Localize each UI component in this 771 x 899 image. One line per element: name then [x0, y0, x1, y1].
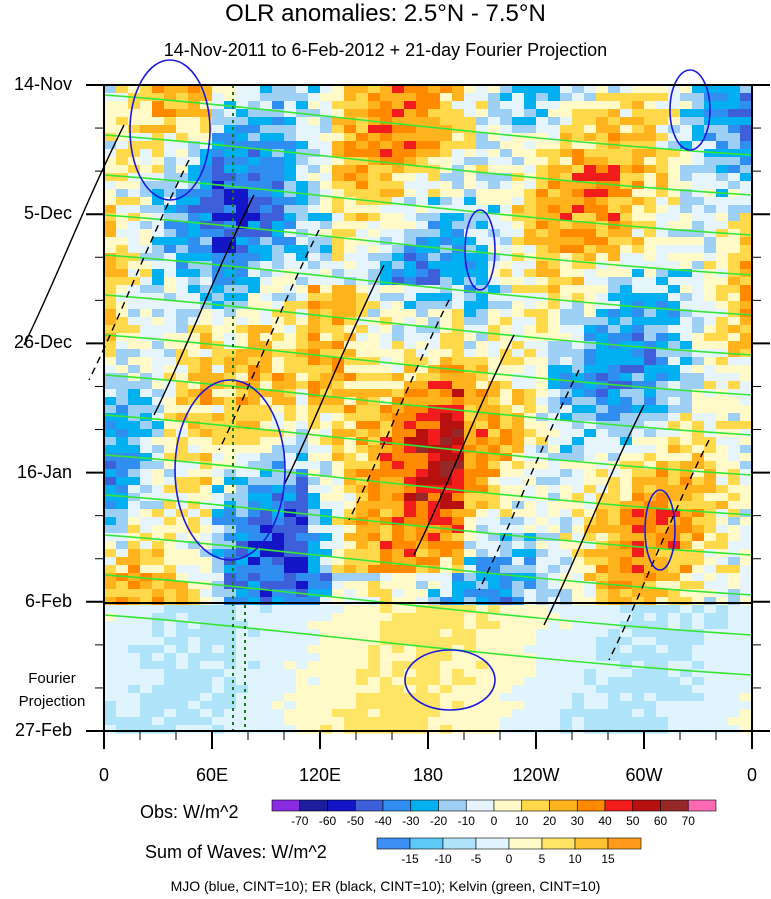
obs-colorbar-swatch	[354, 799, 384, 812]
waves-colorbar-tick: 15	[601, 852, 615, 866]
x-tick-label: 180	[412, 765, 444, 785]
y-tick-label: 16-Jan	[16, 461, 72, 482]
obs-colorbar-swatch	[687, 799, 717, 812]
obs-colorbar-swatch	[410, 799, 439, 812]
waves-colorbar-tick: -10	[434, 852, 452, 866]
obs-colorbar-swatch	[299, 799, 328, 812]
waves-colorbar-tick: -5	[470, 852, 482, 866]
waves-colorbar-swatch	[607, 837, 642, 850]
kelvin-contour	[103, 374, 753, 436]
x-tick-label: 60W	[625, 765, 663, 785]
y-tick-label: 5-Dec	[23, 203, 72, 224]
er-contour	[283, 264, 385, 486]
obs-colorbar-swatch	[327, 799, 356, 812]
obs-colorbar-swatch	[576, 799, 606, 812]
mjo-contour	[174, 379, 286, 561]
er-contour	[23, 124, 125, 346]
obs-colorbar-tick: -60	[318, 814, 337, 828]
obs-colorbar-label: Obs: W/m^2	[140, 802, 239, 822]
kelvin-contour	[103, 134, 753, 196]
x-tick-label: 0	[746, 765, 757, 785]
y-tick-label: 6-Feb	[24, 590, 72, 611]
waves-colorbar-swatch	[508, 837, 543, 850]
waves-colorbar-swatch	[541, 837, 576, 850]
contour-legend-footer: MJO (blue, CINT=10); ER (black, CINT=10)…	[170, 878, 601, 894]
obs-colorbar-tick: 40	[598, 814, 612, 828]
mjo-contour	[669, 69, 711, 151]
chart-subtitle: 14-Nov-2011 to 6-Feb-2012 + 21-day Fouri…	[163, 40, 608, 60]
obs-colorbar-swatch	[465, 799, 495, 812]
obs-colorbar-swatch	[271, 799, 301, 812]
obs-colorbar-swatch	[382, 799, 412, 812]
wave-contours	[23, 59, 753, 731]
mjo-contour	[129, 59, 211, 201]
mjo-contour	[464, 209, 496, 291]
kelvin-contour	[103, 614, 753, 676]
waves-colorbar-swatch	[442, 837, 477, 850]
kelvin-contour	[103, 94, 753, 156]
waves-colorbar-tick: 5	[538, 852, 546, 866]
obs-colorbar-tick: 70	[681, 814, 695, 828]
obs-colorbar-tick: -50	[346, 814, 364, 828]
mjo-contour	[404, 649, 496, 711]
er-contour	[153, 194, 255, 416]
x-tick-label: 120E	[298, 765, 342, 785]
obs-colorbar-swatch	[604, 799, 634, 812]
obs-colorbar-swatch	[493, 799, 523, 812]
kelvin-contour	[103, 534, 753, 596]
obs-colorbar-swatch	[521, 799, 550, 812]
kelvin-contour	[103, 334, 753, 396]
waves-colorbar-tick: 0	[505, 852, 513, 866]
obs-colorbar-tick: 20	[542, 814, 557, 828]
obs-colorbar-tick: 0	[490, 814, 498, 828]
kelvin-contour	[103, 174, 753, 236]
obs-colorbar-swatch	[549, 799, 578, 812]
y-tick-label: 27-Feb	[14, 720, 72, 740]
waves-colorbar-swatch	[475, 837, 510, 850]
kelvin-contour	[103, 254, 753, 316]
obs-colorbar-tick: -40	[374, 814, 392, 828]
obs-colorbar-tick: 60	[653, 814, 668, 828]
kelvin-contour	[103, 294, 753, 356]
waves-colorbar-label: Sum of Waves: W/m^2	[145, 842, 327, 862]
obs-colorbar-tick: 30	[570, 814, 584, 828]
er-contour	[543, 404, 645, 626]
y-tick-label: 14-Nov	[13, 74, 72, 94]
obs-colorbar-tick: -10	[457, 814, 475, 828]
kelvin-contour	[103, 214, 753, 276]
waves-colorbar-swatch	[409, 837, 444, 850]
olr-heatmap	[104, 85, 753, 734]
fourier-projection-label: Fourier Projection	[18, 670, 86, 710]
obs-colorbar-tick: -20	[429, 814, 448, 828]
obs-colorbar-swatch	[438, 799, 467, 812]
waves-colorbar-swatch	[574, 837, 609, 850]
obs-colorbar-swatch	[660, 799, 689, 812]
obs-colorbar-tick: 50	[626, 814, 640, 828]
obs-colorbar-tick: 10	[515, 814, 529, 828]
kelvin-contour	[103, 414, 753, 476]
y-tick-label: 26-Dec	[13, 332, 72, 353]
er-contour	[413, 334, 515, 556]
waves-colorbar-tick: 10	[568, 852, 582, 866]
mjo-contour	[644, 489, 676, 571]
chart-title: OLR anomalies: 2.5°N - 7.5°N	[225, 0, 546, 27]
waves-colorbar-tick: -15	[401, 852, 419, 866]
obs-colorbar-swatch	[632, 799, 661, 812]
obs-colorbar-tick: -70	[291, 814, 309, 828]
x-tick-label: 60E	[195, 765, 229, 785]
x-tick-label: 0	[98, 765, 109, 785]
waves-colorbar-swatch	[376, 837, 411, 850]
x-tick-label: 120W	[512, 765, 560, 785]
obs-colorbar-tick: -30	[402, 814, 420, 828]
